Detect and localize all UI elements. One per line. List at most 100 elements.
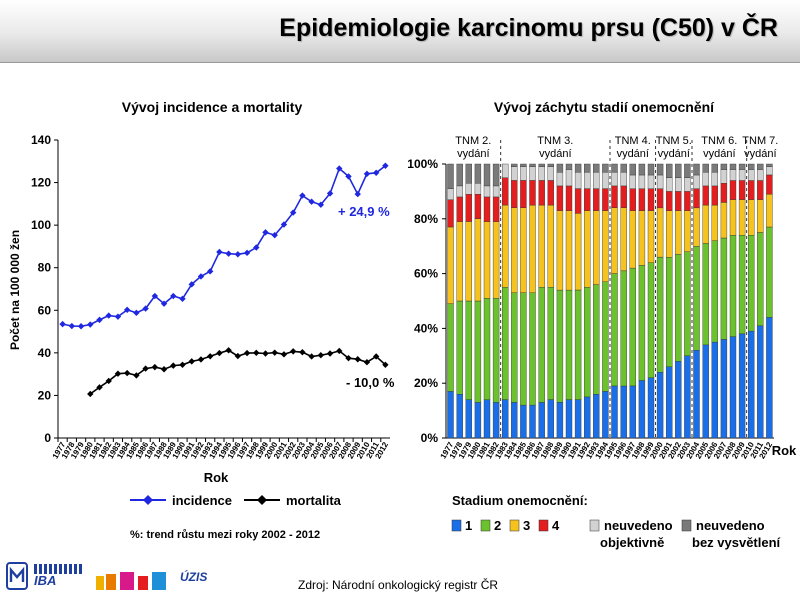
stacked-bar-1997 — [629, 163, 636, 439]
line-series-mortalita — [87, 347, 389, 398]
bar-segment-stadium-2 — [565, 289, 573, 400]
line-chart-y-axis-title: Počet na 100 000 žen — [8, 230, 22, 350]
bar-segment-stadium-5 — [474, 182, 482, 195]
line-chart-y-tick-label: 20 — [38, 388, 52, 402]
data-point-incidence — [87, 321, 94, 328]
stacked-chart-x-axis: 1977197819791980198119821983198419851986… — [439, 440, 775, 460]
bar-segment-stadium-5 — [465, 182, 472, 195]
bar-segment-stadium-1 — [720, 339, 728, 439]
legend-marker-incidence — [143, 495, 153, 505]
data-point-incidence — [253, 244, 260, 251]
line-chart-series — [59, 162, 389, 398]
bar-segment-stadium-1 — [684, 355, 691, 439]
legend-swatch-stadium-4 — [538, 519, 549, 532]
stacked-chart-y-axis: 0% 20% 40% 60% 80% 100% — [407, 157, 774, 445]
data-point-incidence — [59, 320, 66, 328]
stacked-bar-1986 — [529, 163, 536, 439]
bar-segment-stadium-2 — [511, 292, 518, 403]
data-point-incidence — [68, 322, 76, 330]
uzis-logo: ÚZIS — [180, 570, 240, 592]
bar-segment-stadium-4 — [757, 180, 764, 200]
bar-segment-stadium-1 — [456, 394, 463, 439]
bar-segment-stadium-2 — [738, 234, 746, 334]
bar-segment-stadium-1 — [529, 404, 536, 439]
bar-segment-stadium-1 — [492, 402, 500, 439]
stacked-bar-2000 — [656, 163, 664, 439]
bar-segment-stadium-1 — [502, 399, 509, 439]
bar-segment-stadium-4 — [584, 188, 591, 211]
bar-segment-stadium-6 — [492, 163, 500, 187]
bar-segment-stadium-2 — [729, 234, 737, 337]
bar-segment-stadium-3 — [456, 221, 463, 302]
bar-segment-stadium-4 — [556, 185, 564, 211]
bar-segment-stadium-4 — [738, 180, 746, 200]
bar-segment-stadium-3 — [529, 204, 536, 294]
stacked-bar-2010 — [748, 163, 755, 439]
bar-segment-stadium-2 — [675, 254, 682, 362]
bar-segment-stadium-3 — [602, 210, 609, 283]
stacked-chart-y-tick-label: 0% — [421, 431, 439, 445]
bar-segment-stadium-1 — [647, 377, 655, 439]
bar-segment-stadium-3 — [738, 199, 746, 236]
bar-segment-stadium-1 — [602, 391, 609, 439]
bar-segment-stadium-5 — [702, 171, 709, 187]
data-point-incidence — [114, 313, 122, 320]
data-point-incidence — [160, 300, 168, 307]
bar-segment-stadium-4 — [547, 180, 554, 206]
bar-segment-stadium-4 — [574, 188, 582, 214]
data-point-incidence — [179, 295, 186, 302]
bar-segment-stadium-5 — [711, 171, 718, 187]
bar-segment-stadium-2 — [593, 284, 600, 395]
bar-segment-stadium-5 — [574, 171, 582, 189]
stacked-bar-1983 — [502, 163, 509, 439]
line-chart-x-axis-title: Rok — [204, 470, 229, 485]
stacked-bar-1989 — [556, 163, 564, 439]
data-point-incidence — [243, 249, 251, 257]
stacked-bar-2004 — [693, 163, 700, 439]
data-point-incidence — [299, 192, 306, 199]
tnm-period-label: TNM 2. vydání — [455, 135, 491, 160]
bar-segment-stadium-2 — [474, 300, 482, 403]
bar-segment-stadium-5 — [684, 177, 691, 192]
data-point-mortalita — [253, 349, 260, 357]
line-chart-y-tick-label: 40 — [38, 346, 52, 360]
bar-segment-stadium-4 — [602, 188, 609, 211]
bar-segment-stadium-2 — [693, 245, 700, 351]
stacked-bar-2012 — [766, 163, 773, 439]
line-chart-y-tick-label: 80 — [38, 261, 52, 275]
bar-segment-stadium-4 — [483, 196, 491, 222]
data-point-mortalita — [114, 370, 122, 377]
stacked-bar-1981 — [483, 163, 491, 439]
line-chart-title: Vývoj incidence a mortality — [122, 99, 303, 115]
bar-segment-stadium-1 — [766, 317, 773, 439]
bar-segment-stadium-5 — [729, 169, 737, 181]
data-point-incidence — [206, 268, 214, 275]
bar-segment-stadium-5 — [647, 174, 655, 189]
data-point-incidence — [280, 221, 288, 228]
bar-segment-stadium-3 — [620, 207, 627, 272]
bar-segment-stadium-2 — [447, 303, 454, 392]
line-path-incidence — [62, 165, 386, 328]
legend-label-stadium-1: 1 — [465, 518, 472, 533]
data-point-incidence — [382, 162, 389, 169]
data-point-mortalita — [336, 347, 343, 355]
bar-segment-stadium-4 — [684, 191, 691, 211]
bar-segment-stadium-6 — [511, 163, 518, 167]
data-point-mortalita — [142, 365, 149, 372]
bar-segment-stadium-6 — [766, 163, 773, 167]
bar-segment-stadium-2 — [520, 292, 527, 406]
data-point-mortalita — [87, 390, 94, 398]
bar-segment-stadium-4 — [447, 199, 454, 228]
bar-segment-stadium-4 — [666, 191, 673, 211]
bar-segment-stadium-4 — [675, 191, 682, 211]
data-point-incidence — [225, 250, 232, 257]
bar-segment-stadium-5 — [620, 171, 627, 187]
stacked-bar-1994 — [602, 163, 609, 439]
data-point-mortalita — [372, 353, 380, 360]
data-point-mortalita — [271, 349, 278, 356]
bar-segment-stadium-3 — [666, 210, 673, 258]
bar-segment-stadium-4 — [502, 177, 509, 206]
iba-logo-text: IBA — [34, 573, 57, 588]
bar-segment-stadium-1 — [483, 399, 491, 439]
mu-logo — [6, 562, 28, 590]
